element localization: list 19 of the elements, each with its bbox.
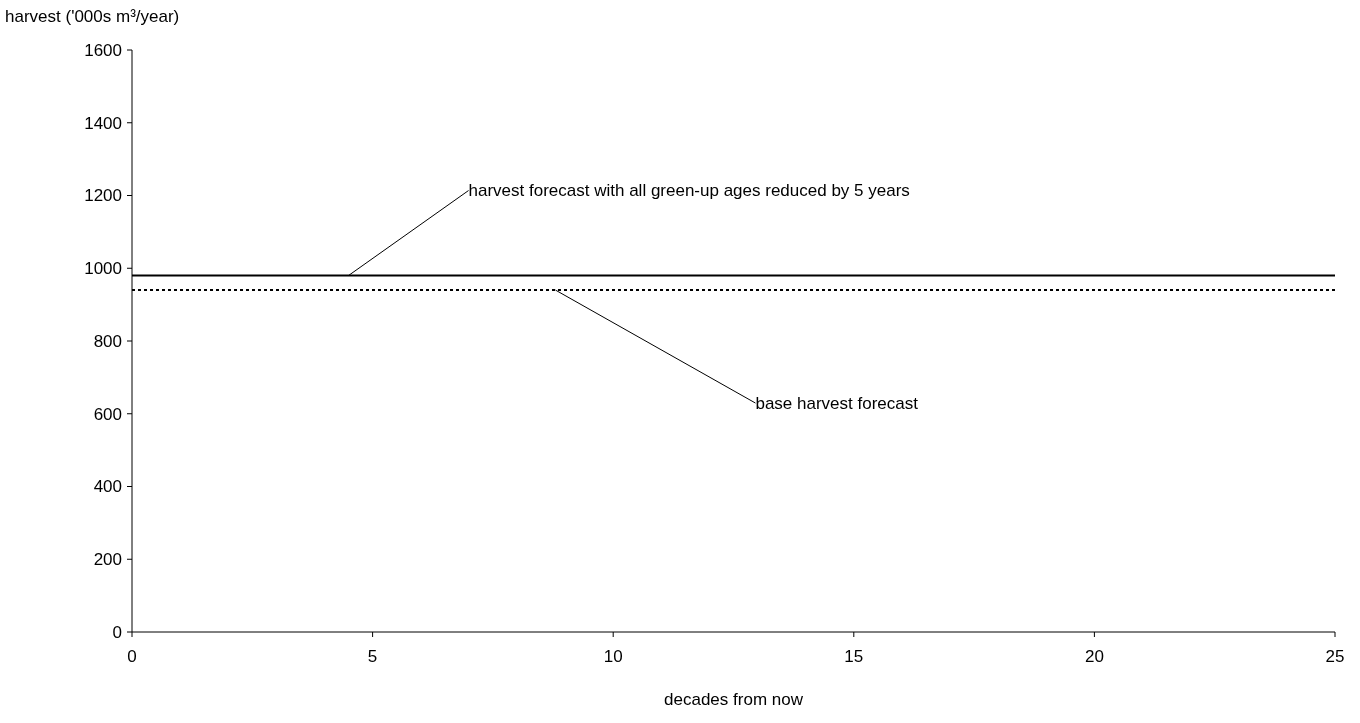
x-tick-label: 10 <box>603 647 623 666</box>
x-tick-label: 15 <box>844 647 864 666</box>
y-tick-label: 1600 <box>84 40 122 60</box>
x-tick-label: 25 <box>1325 647 1345 666</box>
x-tick-label: 20 <box>1084 647 1104 666</box>
y-tick-label: 1000 <box>84 259 122 279</box>
x-tick-label: 0 <box>127 647 137 666</box>
y-tick-label: 400 <box>93 477 122 497</box>
x-axis-title: decades from now <box>664 690 804 709</box>
annotation: base harvest forecast <box>755 394 919 414</box>
y-tick-label: 600 <box>93 404 122 424</box>
y-tick-label: 200 <box>93 550 122 570</box>
y-axis-title: harvest ('000s m³/year) <box>5 7 180 26</box>
y-tick-label: 800 <box>93 331 122 351</box>
y-tick-label: 1400 <box>84 113 122 133</box>
x-tick-label: 5 <box>367 647 378 666</box>
annotation: harvest forecast with all green-up ages reduced by 5 years <box>468 181 910 201</box>
y-tick-label: 1200 <box>84 186 122 206</box>
y-tick-label: 0 <box>112 622 122 642</box>
